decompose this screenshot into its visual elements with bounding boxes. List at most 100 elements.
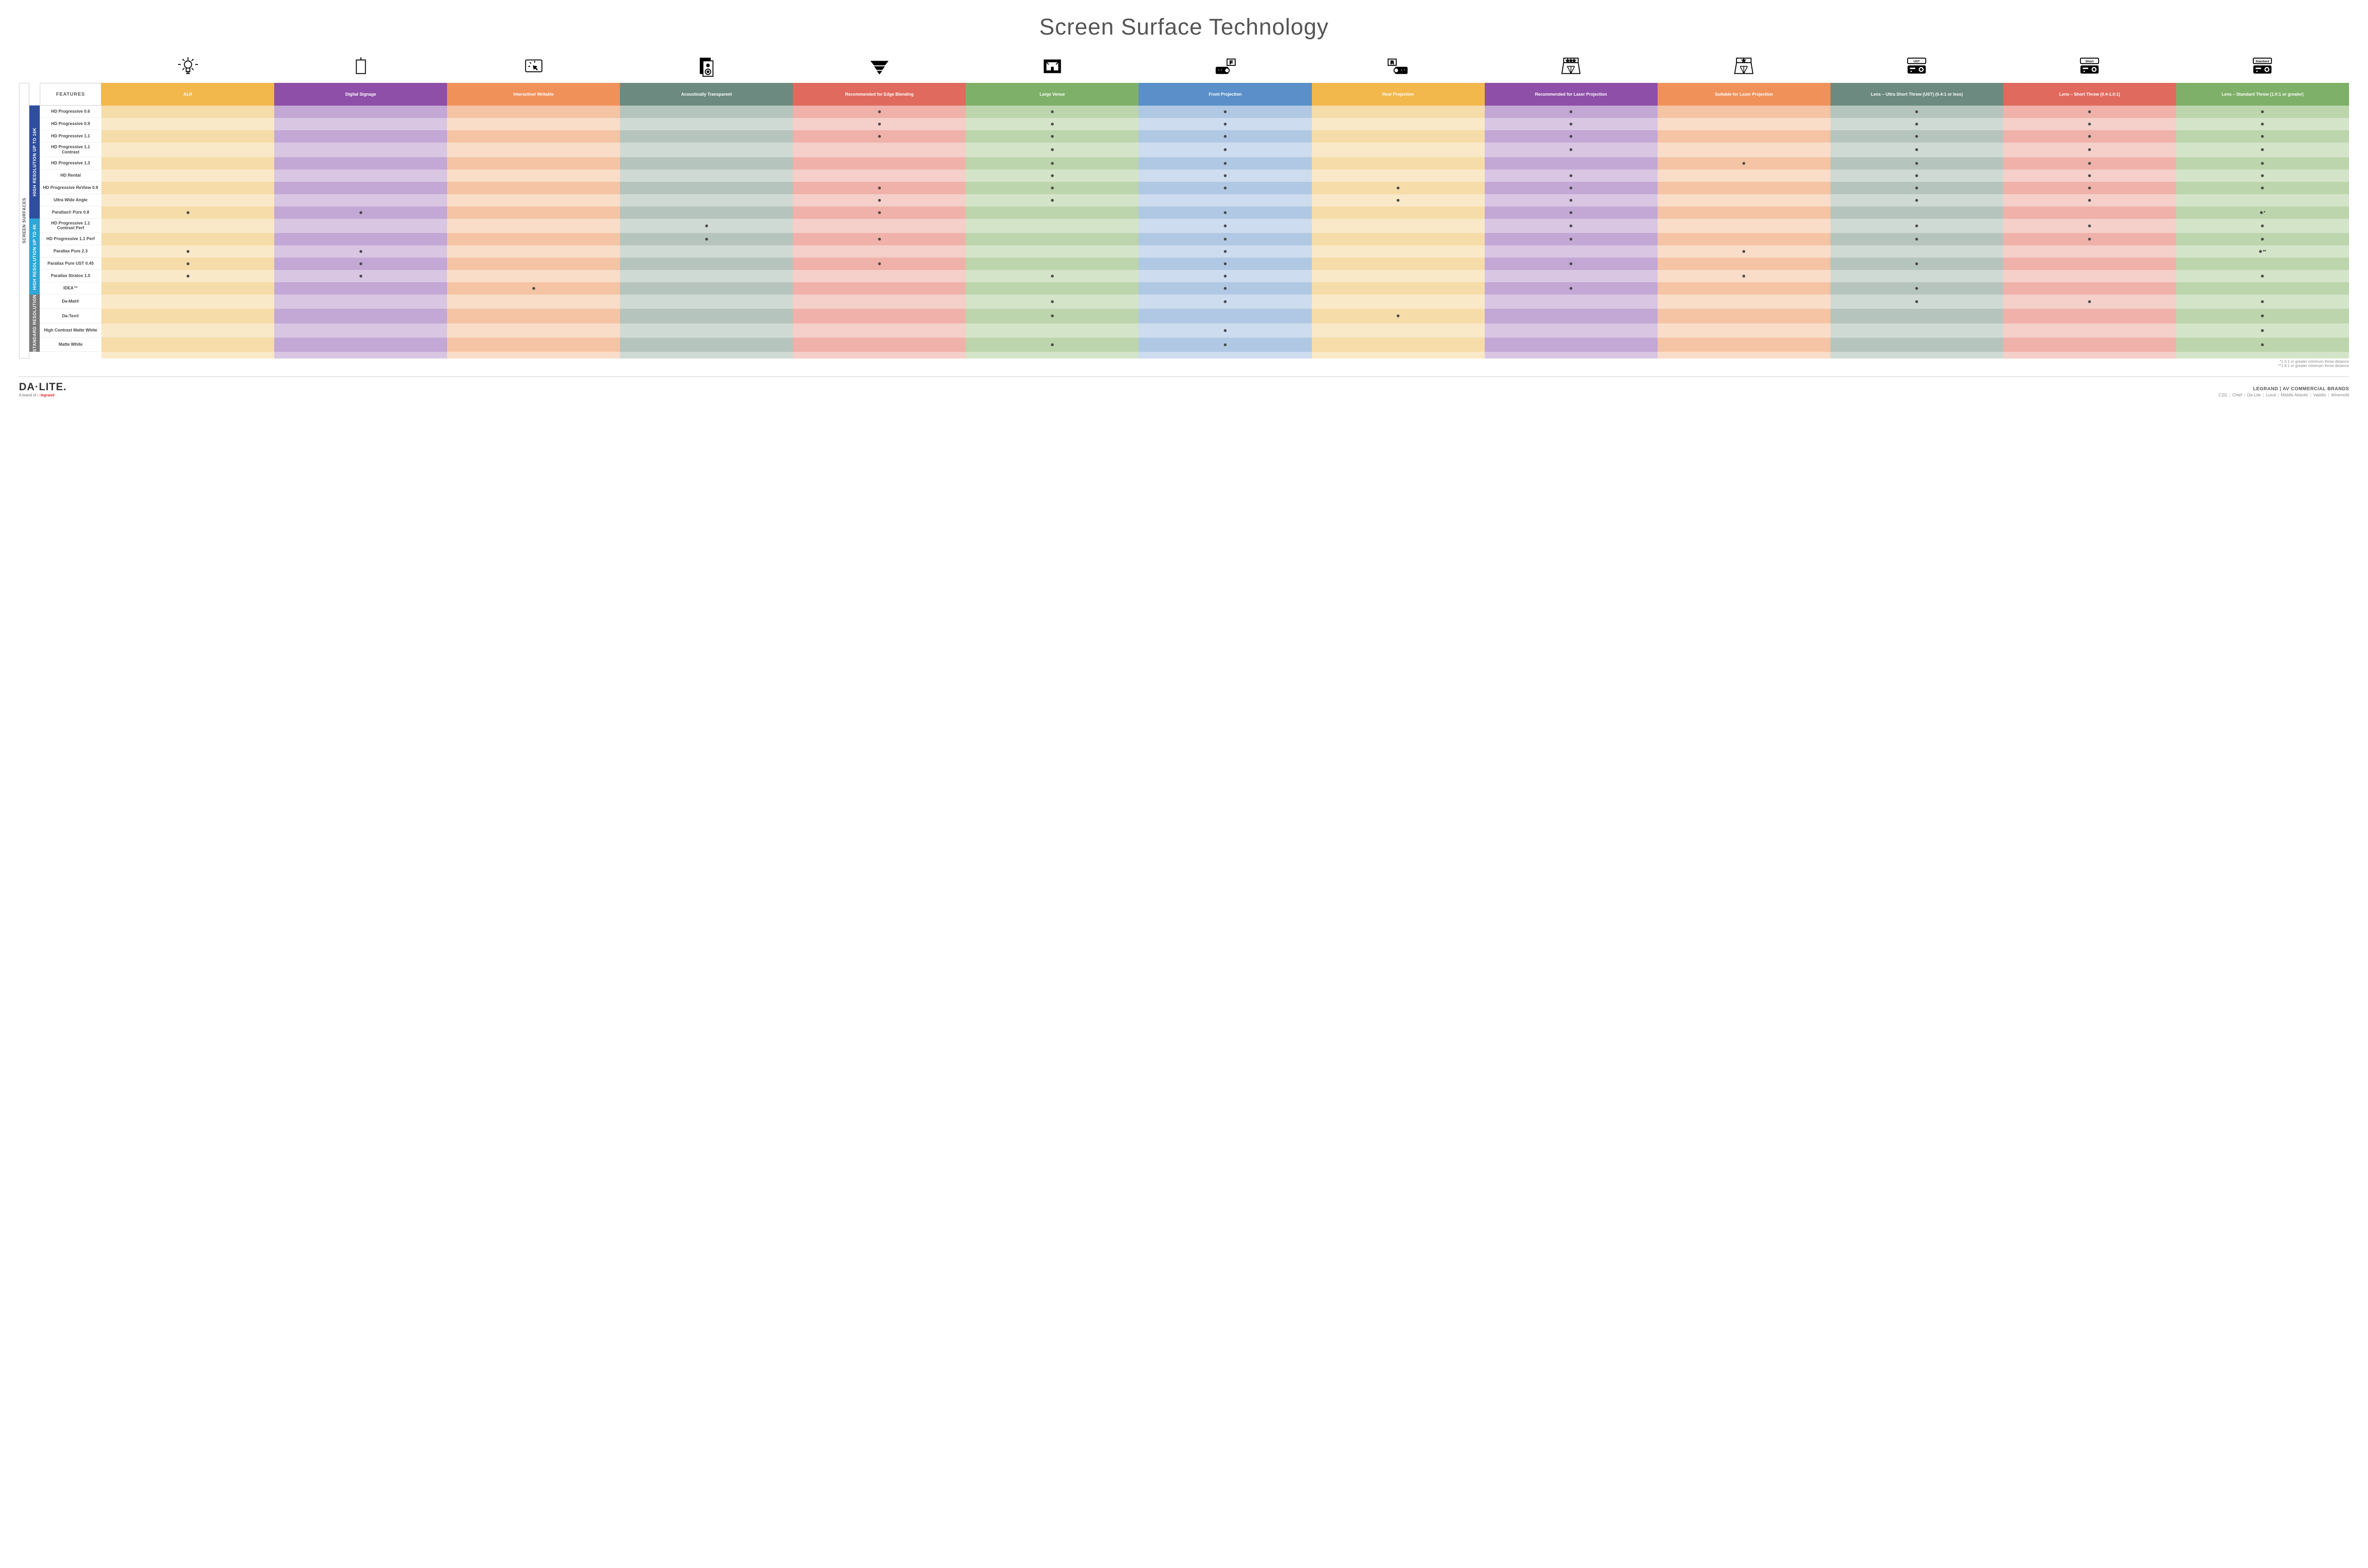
cell [2176, 170, 2349, 182]
cell [793, 206, 966, 219]
alr-icon [101, 50, 274, 83]
cell [620, 157, 793, 170]
cell [447, 118, 620, 130]
cell [1485, 118, 1658, 130]
cell [793, 157, 966, 170]
cell [101, 282, 274, 295]
cell [966, 118, 1139, 130]
cell [2176, 233, 2349, 245]
cell [1658, 258, 1830, 270]
cell [1485, 130, 1658, 143]
cell [620, 106, 793, 118]
cell [274, 270, 447, 282]
cell [1485, 219, 1658, 233]
cell [966, 258, 1139, 270]
cell [2003, 143, 2176, 157]
cell [1312, 206, 1485, 219]
row-label: Parallax Pure UST 0.45 [40, 258, 101, 270]
cell [2176, 106, 2349, 118]
cell [793, 233, 966, 245]
cell [1658, 309, 1830, 323]
footer-strip [2003, 352, 2176, 358]
column-header-ust: Lens – Ultra Short Throw (UST) (0.4:1 or… [1830, 83, 2003, 106]
cell [1139, 295, 1311, 309]
column-header-short: Lens – Short Throw (0.4-1.0:1) [2003, 83, 2176, 106]
row-label: Parallax Stratos 1.0 [40, 270, 101, 282]
cell [1312, 245, 1485, 258]
brand-name: DA·LITE. [19, 381, 67, 393]
svg-text:F: F [1230, 60, 1233, 65]
cell: * [2176, 206, 2349, 219]
row-label: HD Progressive 0.6 [40, 106, 101, 118]
cell [1830, 233, 2003, 245]
row-label: High Contrast Matte White [40, 323, 101, 338]
cell [1658, 233, 1830, 245]
cell [101, 309, 274, 323]
cell [274, 106, 447, 118]
short-icon: Short [2003, 50, 2176, 83]
cell [966, 170, 1139, 182]
cell [1658, 206, 1830, 219]
cell [1830, 170, 2003, 182]
svg-text:Short: Short [2086, 60, 2094, 63]
footer-strip [447, 352, 620, 358]
cell [1312, 270, 1485, 282]
cell [101, 270, 274, 282]
cell [447, 157, 620, 170]
cell [447, 130, 620, 143]
cell [447, 233, 620, 245]
svg-text:UST: UST [1914, 60, 1920, 63]
cell [274, 206, 447, 219]
cell [620, 323, 793, 338]
cell [620, 258, 793, 270]
cell [1830, 194, 2003, 206]
cell [793, 282, 966, 295]
cell [620, 338, 793, 352]
cell [966, 130, 1139, 143]
cell [1830, 130, 2003, 143]
cell [1139, 170, 1311, 182]
cell [2003, 130, 2176, 143]
cell [1658, 157, 1830, 170]
cell [1312, 295, 1485, 309]
cell [101, 219, 274, 233]
row-label: Parallax Pure 2.3 [40, 245, 101, 258]
cell [2003, 270, 2176, 282]
row-label: HD Progressive 1.3 [40, 157, 101, 170]
cell [2176, 295, 2349, 309]
interactive-icon [447, 50, 620, 83]
cell [966, 338, 1139, 352]
cell [620, 233, 793, 245]
cell [101, 206, 274, 219]
row-label: Parallax® Pure 0.8 [40, 206, 101, 219]
cell [1485, 206, 1658, 219]
column-header-large: Large Venue [966, 83, 1139, 106]
cell [274, 182, 447, 194]
cell [966, 282, 1139, 295]
column-header-front: Front Projection [1139, 83, 1311, 106]
row-label: Matte White [40, 338, 101, 352]
comparison-table: FR★★★★USTShortStandardSCREEN SURFACESFEA… [19, 50, 2349, 358]
cell [1485, 170, 1658, 182]
cell [274, 219, 447, 233]
cell [2176, 143, 2349, 157]
cell [966, 270, 1139, 282]
cell [620, 270, 793, 282]
cell [966, 143, 1139, 157]
cell [2176, 157, 2349, 170]
footer-brands-list: C2G|Chief|Da-Lite|Luxul|Middle Atlantic|… [2218, 393, 2349, 397]
footer-strip [620, 352, 793, 358]
cell [1312, 182, 1485, 194]
cell [793, 182, 966, 194]
row-label: Ultra Wide Angle [40, 194, 101, 206]
cell [101, 118, 274, 130]
cell [793, 295, 966, 309]
signage-icon [274, 50, 447, 83]
cell [1830, 270, 2003, 282]
cell [793, 323, 966, 338]
cell [1485, 282, 1658, 295]
cell [1658, 182, 1830, 194]
cell [274, 143, 447, 157]
cell [274, 245, 447, 258]
cell [2176, 219, 2349, 233]
